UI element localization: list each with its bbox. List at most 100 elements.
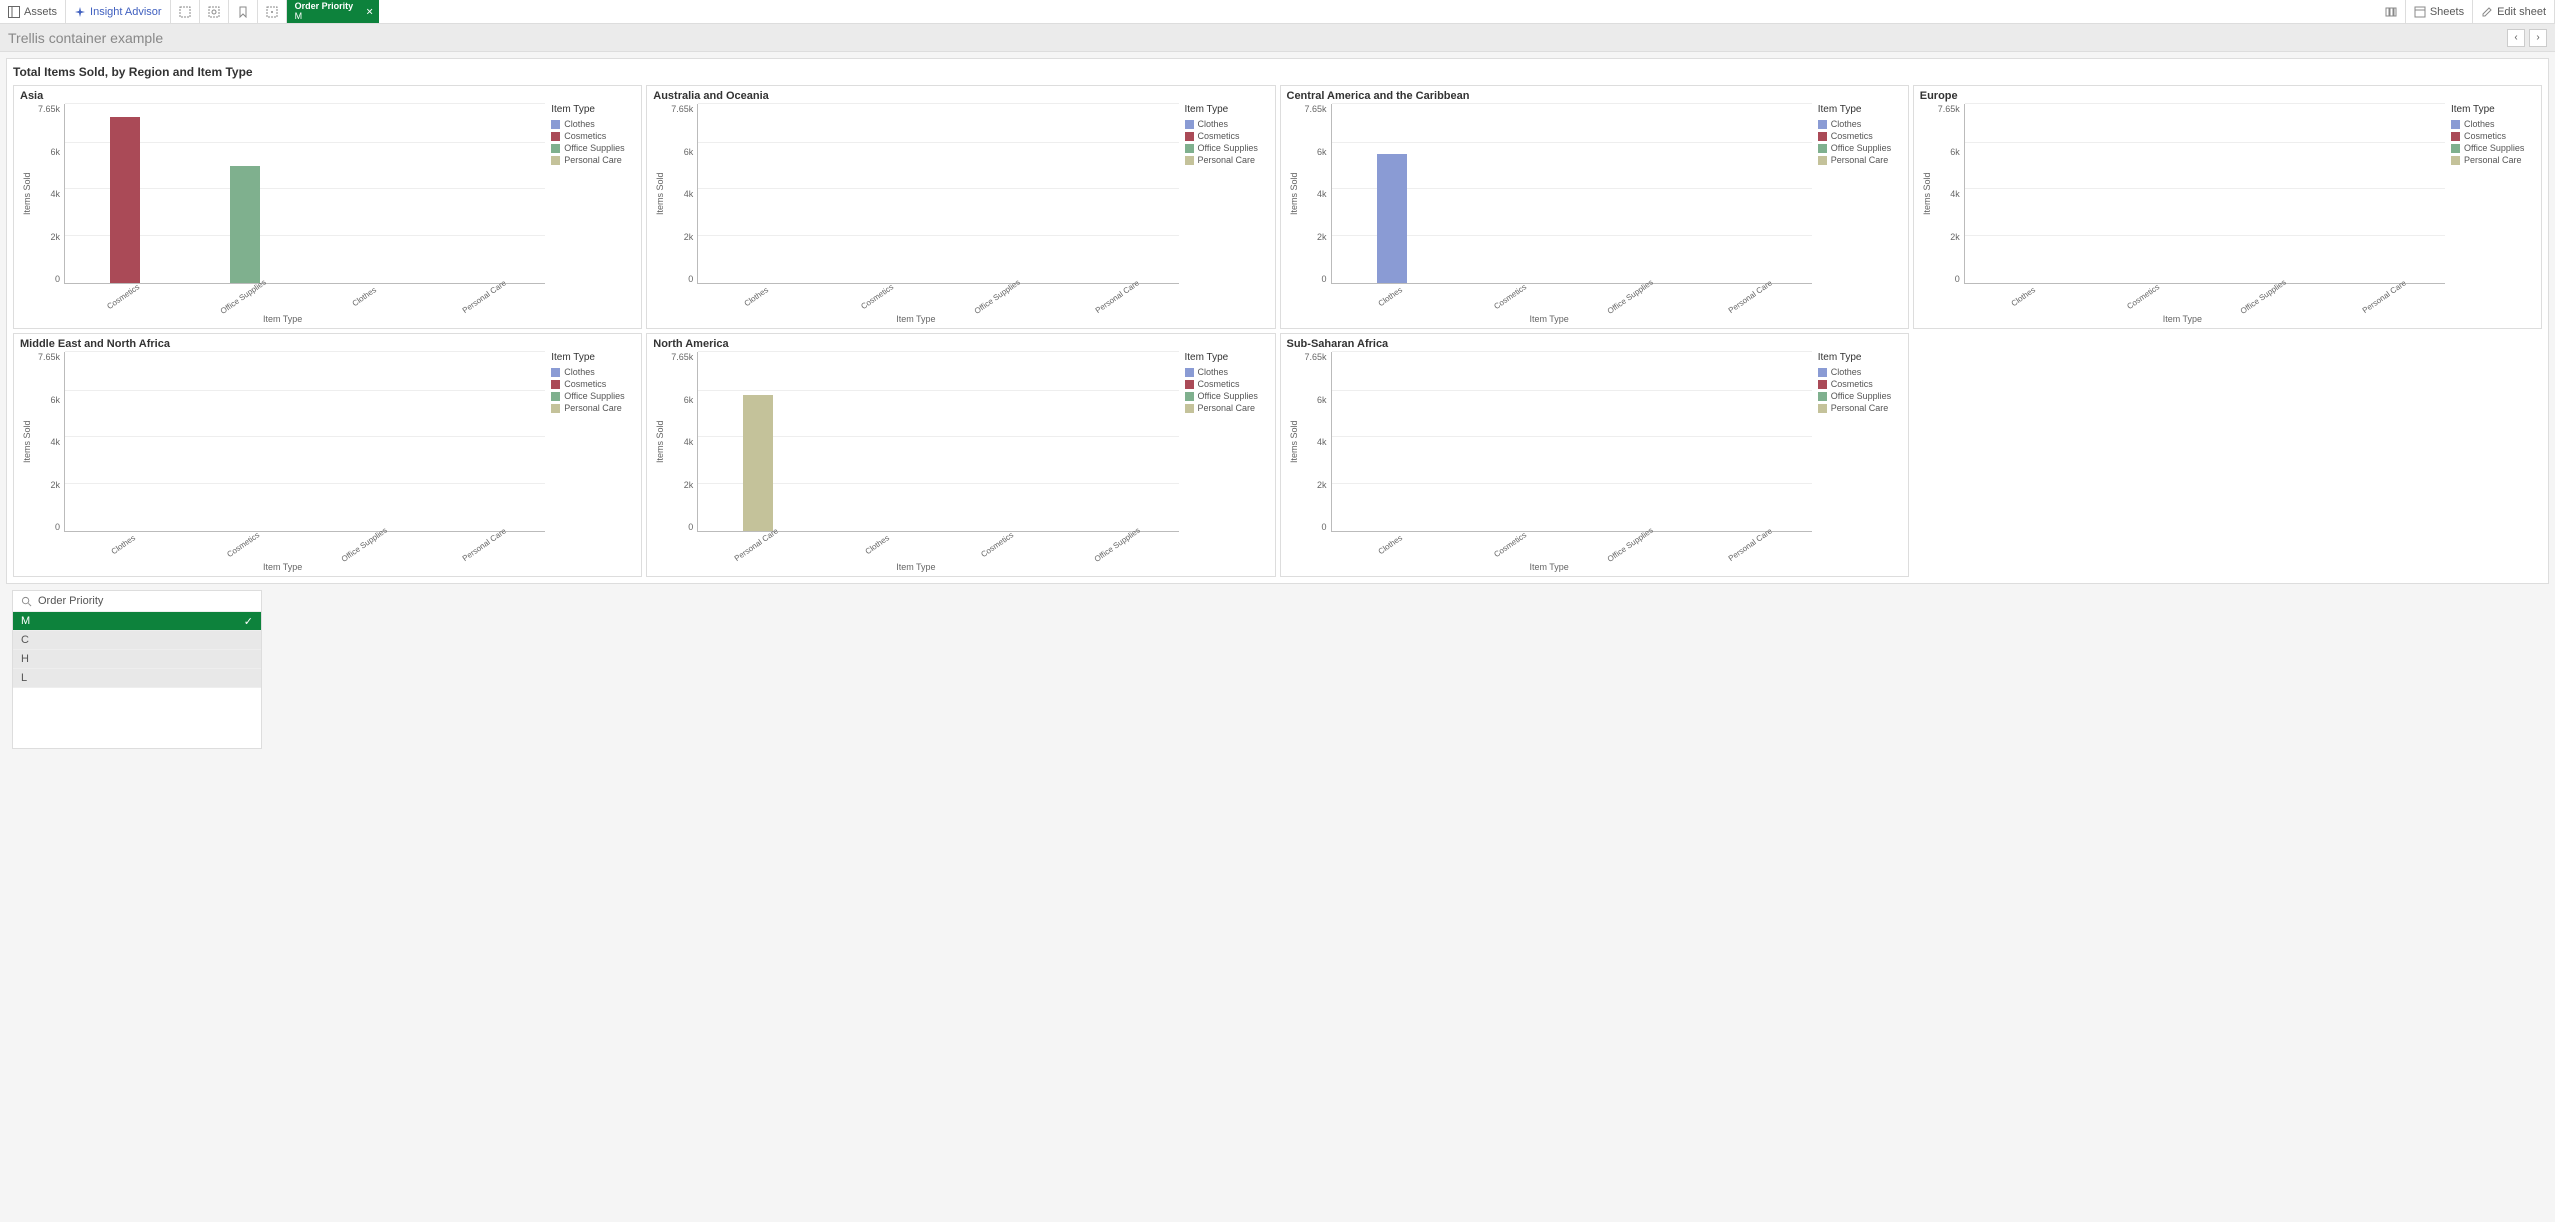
legend-item[interactable]: Clothes [1818, 119, 1902, 129]
selection-tool-3[interactable] [258, 0, 287, 23]
x-axis: ClothesCosmeticsOffice SuppliesPersonal … [1331, 284, 1812, 312]
plot-area [1331, 352, 1812, 532]
legend-item[interactable]: Clothes [1185, 119, 1269, 129]
next-sheet-button[interactable]: › [2529, 29, 2547, 47]
grid-line [698, 142, 1178, 143]
legend-swatch [551, 404, 560, 413]
trellis-panel[interactable]: Central America and the Caribbean Items S… [1280, 85, 1909, 329]
legend-swatch [1818, 132, 1827, 141]
active-filter-tab[interactable]: Order Priority M × [287, 0, 380, 23]
legend-label: Cosmetics [564, 379, 606, 389]
edit-sheet-button[interactable]: Edit sheet [2473, 0, 2555, 23]
selection-tool-1[interactable] [171, 0, 200, 23]
x-axis: ClothesCosmeticsOffice SuppliesPersonal … [64, 532, 545, 560]
legend-item[interactable]: Office Supplies [551, 143, 635, 153]
trellis-panel[interactable]: Sub-Saharan AfricaItems Sold7.65k6k4k2k0… [1280, 333, 1909, 577]
bar[interactable] [743, 395, 773, 531]
grid-line [65, 436, 545, 437]
legend-item[interactable]: Personal Care [1185, 403, 1269, 413]
legend-item[interactable]: Office Supplies [1185, 391, 1269, 401]
legend-swatch [1185, 380, 1194, 389]
legend-item[interactable]: Clothes [1185, 367, 1269, 377]
legend-item[interactable]: Personal Care [1185, 155, 1269, 165]
bar[interactable] [110, 117, 140, 283]
chart-zone: Items Sold7.65k6k4k2k0CosmeticsOffice Su… [20, 104, 545, 324]
trellis-panel[interactable]: AsiaItems Sold7.65k6k4k2k0CosmeticsOffic… [13, 85, 642, 329]
legend-item[interactable]: Office Supplies [1818, 391, 1902, 401]
grid-line [1965, 235, 2445, 236]
chart-zone: Items Sold7.65k6k4k2k0Personal CareCloth… [653, 352, 1178, 572]
grid-line [65, 103, 545, 104]
trellis-panel[interactable]: Australia and OceaniaItems Sold7.65k6k4k… [646, 85, 1275, 329]
legend: Item TypeClothesCosmeticsOffice Supplies… [1179, 352, 1269, 572]
legend-item[interactable]: Cosmetics [1185, 131, 1269, 141]
legend-swatch [1818, 404, 1827, 413]
sheets-label: Sheets [2430, 6, 2464, 18]
panel-title: Europe [1920, 90, 2535, 102]
legend-item[interactable]: Office Supplies [1818, 143, 1902, 153]
panel-body: Items Sold7.65k6k4k2k0ClothesCosmeticsOf… [20, 352, 635, 572]
filter-item[interactable]: C [13, 631, 261, 650]
y-axis-label: Items Sold [1287, 104, 1301, 284]
legend-swatch [1185, 120, 1194, 129]
filter-item[interactable]: H [13, 650, 261, 669]
sparkle-icon [74, 6, 86, 18]
legend-item[interactable]: Personal Care [1818, 403, 1902, 413]
bookmarks-button[interactable] [2377, 0, 2406, 23]
y-axis-label: Items Sold [1287, 352, 1301, 532]
legend-item[interactable]: Cosmetics [1818, 379, 1902, 389]
grid-line [1965, 188, 2445, 189]
legend-label: Office Supplies [1831, 391, 1891, 401]
legend-item[interactable]: Office Supplies [1185, 143, 1269, 153]
x-labels: ClothesCosmeticsOffice SuppliesPersonal … [64, 532, 545, 560]
legend-item[interactable]: Cosmetics [551, 131, 635, 141]
panel-title: Central America and the Caribbean [1287, 90, 1902, 102]
bar[interactable] [230, 166, 260, 283]
legend-label: Cosmetics [564, 131, 606, 141]
close-icon[interactable]: × [366, 5, 373, 18]
legend-item[interactable]: Cosmetics [1185, 379, 1269, 389]
legend-item[interactable]: Clothes [551, 367, 635, 377]
legend: Item Type Clothes Cosmetics Office Supplies… [1179, 104, 1269, 324]
trellis-panel[interactable]: Europe Items Sold7.65k6k4k2k0ClothesCosme… [1913, 85, 2542, 329]
insight-advisor-button[interactable]: Insight Advisor [66, 0, 171, 23]
legend-item[interactable]: Personal Care [551, 155, 635, 165]
panel-body: Items Sold7.65k6k4k2k0ClothesCosmeticsOf… [1287, 352, 1902, 572]
grid-line [1332, 436, 1812, 437]
grid-line [65, 351, 545, 352]
legend: Item TypeClothesCosmeticsOffice Supplies… [1812, 352, 1902, 572]
legend-item[interactable]: Cosmetics [2451, 131, 2535, 141]
plot-area [1964, 104, 2445, 284]
legend-label: Office Supplies [564, 143, 624, 153]
bar[interactable] [1377, 154, 1407, 283]
chart-zone: Items Sold7.65k6k4k2k0ClothesCosmeticsOf… [1920, 104, 2445, 324]
prev-sheet-button[interactable]: ‹ [2507, 29, 2525, 47]
legend-item[interactable]: Cosmetics [551, 379, 635, 389]
legend-item[interactable]: Personal Care [2451, 155, 2535, 165]
legend: Item TypeClothesCosmeticsOffice Supplies… [545, 352, 635, 572]
legend-item[interactable]: Personal Care [1818, 155, 1902, 165]
legend-item[interactable]: Clothes [551, 119, 635, 129]
trellis-panel[interactable]: Middle East and North AfricaItems Sold7.… [13, 333, 642, 577]
sheets-button[interactable]: Sheets [2406, 0, 2473, 23]
filter-item[interactable]: M [13, 612, 261, 631]
selection-tool-2[interactable] [200, 0, 229, 23]
legend-item[interactable]: Office Supplies [551, 391, 635, 401]
legend-item[interactable]: Personal Care [551, 403, 635, 413]
legend-item[interactable]: Office Supplies [2451, 143, 2535, 153]
bookmark-button[interactable] [229, 0, 258, 23]
legend-item[interactable]: Clothes [1818, 367, 1902, 377]
legend-swatch [1818, 156, 1827, 165]
legend-item[interactable]: Cosmetics [1818, 131, 1902, 141]
y-tick: 6k [1301, 395, 1327, 405]
filter-pane-header[interactable]: Order Priority [13, 591, 261, 612]
legend-label: Clothes [2464, 119, 2495, 129]
trellis-panel[interactable]: North AmericaItems Sold7.65k6k4k2k0Perso… [646, 333, 1275, 577]
legend-item[interactable]: Clothes [2451, 119, 2535, 129]
legend-title: Item Type [1185, 104, 1269, 115]
filter-item[interactable]: L [13, 669, 261, 688]
assets-button[interactable]: Assets [0, 0, 66, 23]
legend-label: Office Supplies [564, 391, 624, 401]
y-axis-ticks: 7.65k6k4k2k0 [1934, 104, 1964, 284]
legend-label: Personal Care [564, 155, 622, 165]
